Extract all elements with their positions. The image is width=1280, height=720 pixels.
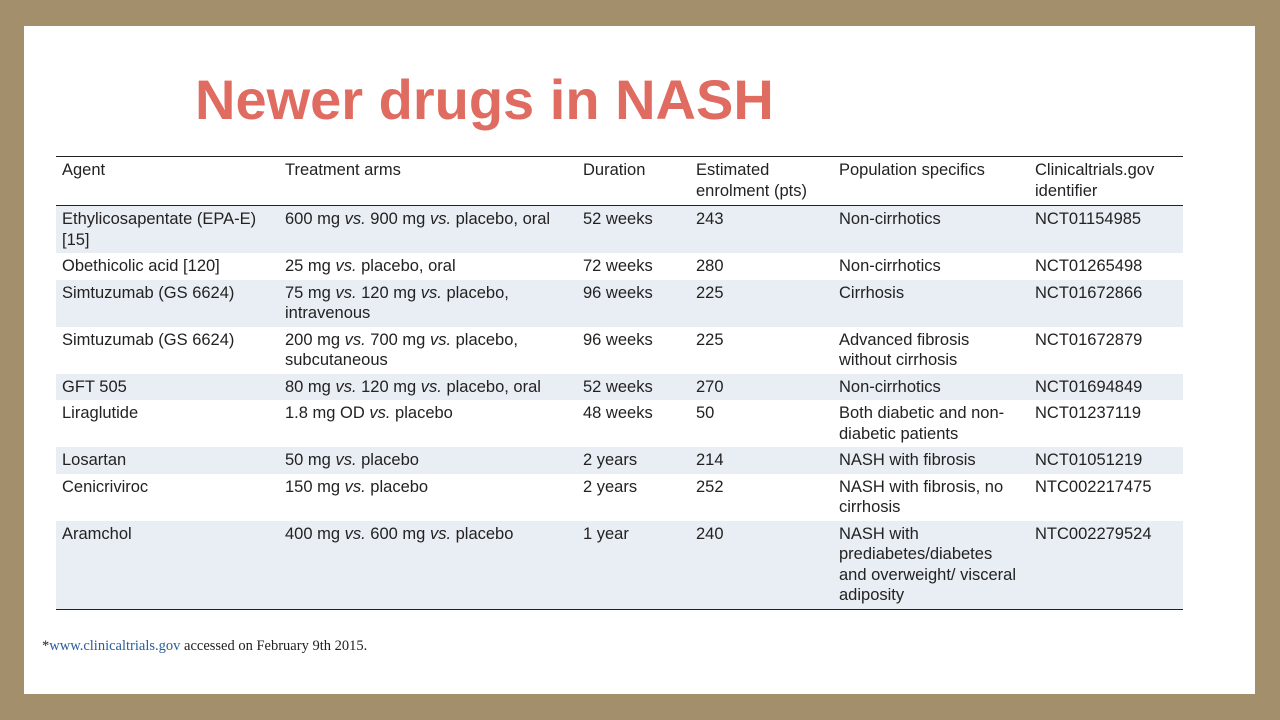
cell-duration: 96 weeks	[583, 330, 653, 349]
cell-population: Non-cirrhotics	[839, 377, 941, 396]
cell-duration: 2 years	[583, 477, 638, 496]
cell-population: NASH with fibrosis	[839, 451, 976, 469]
table-row: Ethylicosapentate (EPA-E) [15] 600 mg vs.…	[56, 205, 1183, 253]
cell-enrolment: 225	[696, 283, 724, 302]
cell-enrolment: 243	[696, 210, 724, 228]
table-row: Simtuzumab (GS 6624) 75 mg vs. 120 mg vs.…	[56, 279, 1183, 327]
cell-enrolment: 50	[696, 404, 715, 422]
cell-identifier: NCT01237119	[1035, 404, 1142, 422]
header-identifier: Clinicaltrials.gov identifier	[1035, 161, 1155, 200]
cell-population: Both diabetic and non-diabetic patients	[839, 404, 1005, 443]
table-row: Aramchol 400 mg vs. 600 mg vs. placebo 1 y…	[56, 520, 1183, 609]
table-row: Losartan 50 mg vs. placebo 2 years 214 NASH …	[56, 447, 1183, 474]
cell-identifier: NCT01672866	[1035, 283, 1143, 302]
cell-enrolment: 240	[696, 524, 724, 543]
slide-title: Newer drugs in NASH	[195, 68, 774, 131]
cell-arms: 1.8 mg OD vs. placebo	[285, 404, 453, 422]
cell-arms: 150 mg vs. placebo	[285, 477, 429, 496]
footnote-link[interactable]: www.clinicaltrials.gov	[49, 638, 181, 654]
footnote-text: accessed on February 9th 2015.	[180, 638, 368, 654]
trials-table: Agent Treatment arms Duration Estimated …	[56, 156, 1183, 610]
cell-arms: 80 mg vs. 120 mg vs. placebo, oral	[285, 377, 541, 396]
cell-identifier: NCT01154985	[1035, 210, 1142, 228]
header-duration: Duration	[583, 161, 646, 179]
table-row: Obethicolic acid [120] 25 mg vs. placebo,…	[56, 253, 1183, 280]
cell-duration: 48 weeks	[583, 404, 653, 422]
cell-identifier: NCT01694849	[1035, 377, 1143, 396]
cell-identifier: NCT01051219	[1035, 451, 1143, 469]
cell-agent: Aramchol	[62, 524, 132, 543]
cell-duration: 1 year	[583, 524, 629, 543]
table-body: Ethylicosapentate (EPA-E) [15] 600 mg vs.…	[56, 205, 1183, 609]
cell-population: Non-cirrhotics	[839, 257, 941, 275]
cell-agent: Simtuzumab (GS 6624)	[62, 330, 235, 349]
cell-arms: 200 mg vs. 700 mg vs. placebo, subcutane…	[285, 330, 518, 370]
cell-identifier: NTC002279524	[1035, 524, 1152, 543]
header-enrolment: Estimated enrolment (pts)	[696, 161, 807, 200]
table-row: Liraglutide 1.8 mg OD vs. placebo 48 weeks…	[56, 400, 1183, 447]
cell-population: NASH with fibrosis, no cirrhosis	[839, 477, 1004, 517]
cell-duration: 52 weeks	[583, 210, 653, 228]
cell-agent: Losartan	[62, 451, 127, 469]
header-population: Population specifics	[839, 161, 985, 179]
cell-arms: 75 mg vs. 120 mg vs. placebo, intravenou…	[285, 283, 509, 323]
table-row: GFT 505 80 mg vs. 120 mg vs. placebo, ora…	[56, 373, 1183, 400]
footnote: *www.clinicaltrials.gov accessed on Febr…	[42, 638, 367, 655]
table-header-row: Agent Treatment arms Duration Estimated …	[56, 156, 1183, 206]
cell-agent: GFT 505	[62, 377, 127, 396]
cell-duration: 72 weeks	[583, 257, 653, 275]
header-treatment-arms: Treatment arms	[285, 161, 401, 179]
cell-duration: 96 weeks	[583, 283, 653, 302]
cell-enrolment: 225	[696, 330, 724, 349]
cell-identifier: NTC002217475	[1035, 477, 1152, 496]
table-row: Simtuzumab (GS 6624) 200 mg vs. 700 mg vs…	[56, 326, 1183, 374]
cell-enrolment: 270	[696, 377, 724, 396]
cell-arms: 50 mg vs. placebo	[285, 451, 419, 469]
cell-agent: Obethicolic acid [120]	[62, 257, 220, 275]
cell-population: Cirrhosis	[839, 283, 905, 302]
cell-agent: Liraglutide	[62, 404, 139, 422]
trials-table-container: Agent Treatment arms Duration Estimated …	[56, 156, 1183, 610]
cell-agent: Ethylicosapentate (EPA-E) [15]	[62, 210, 257, 249]
table-row: Cenicriviroc 150 mg vs. placebo 2 years 252…	[56, 473, 1183, 521]
cell-duration: 52 weeks	[583, 377, 653, 396]
cell-agent: Simtuzumab (GS 6624)	[62, 283, 235, 302]
cell-population: NASH with prediabetes/diabetes and overw…	[839, 524, 1017, 605]
header-agent: Agent	[62, 161, 106, 179]
footnote-marker: *	[42, 638, 50, 654]
cell-arms: 400 mg vs. 600 mg vs. placebo	[285, 524, 514, 543]
cell-duration: 2 years	[583, 451, 638, 469]
cell-population: Advanced fibrosis without cirrhosis	[839, 330, 970, 370]
slide: Newer drugs in NASH Agent Treatment arms…	[24, 26, 1255, 694]
cell-population: Non-cirrhotics	[839, 210, 941, 228]
cell-arms: 25 mg vs. placebo, oral	[285, 257, 456, 275]
cell-enrolment: 214	[696, 451, 724, 469]
cell-identifier: NCT01672879	[1035, 330, 1143, 349]
cell-enrolment: 280	[696, 257, 724, 275]
cell-agent: Cenicriviroc	[62, 477, 149, 496]
cell-enrolment: 252	[696, 477, 724, 496]
cell-arms: 600 mg vs. 900 mg vs. placebo, oral	[285, 210, 551, 228]
cell-identifier: NCT01265498	[1035, 257, 1143, 275]
